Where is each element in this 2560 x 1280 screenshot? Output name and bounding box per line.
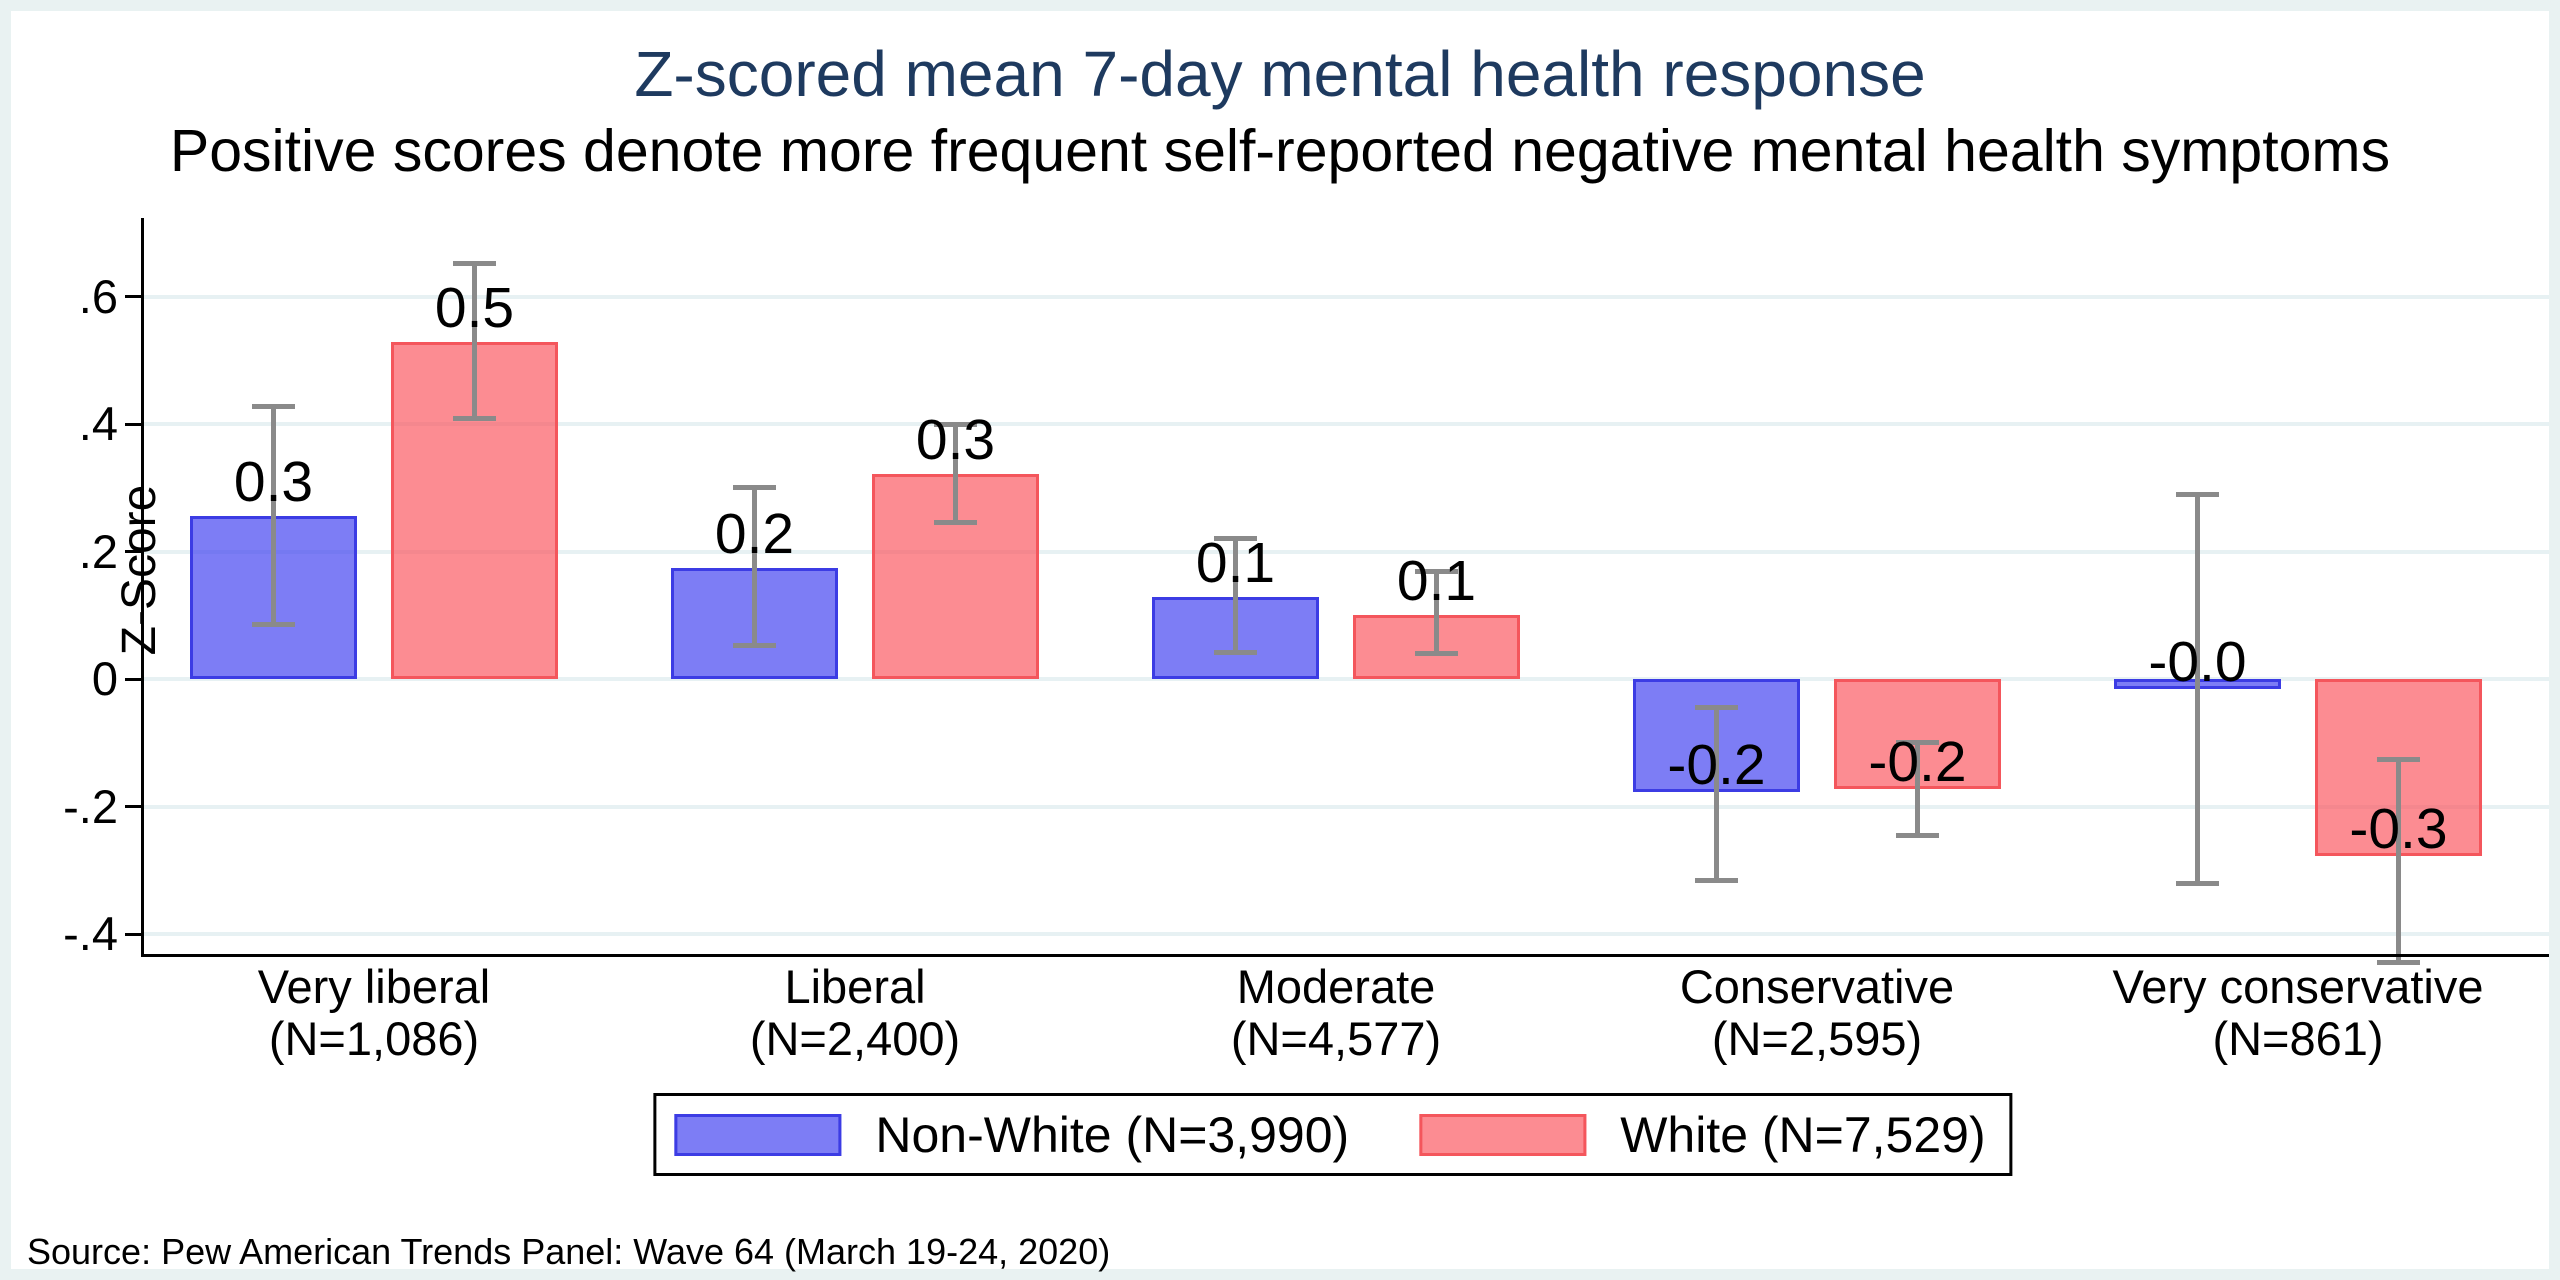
bar-value-label: 0.3 xyxy=(233,449,314,514)
x-category-n: (N=4,577) xyxy=(1230,1012,1442,1065)
error-bar-cap xyxy=(2377,960,2420,966)
x-category-name: Very conservative xyxy=(2112,960,2484,1013)
y-tick-mark xyxy=(125,677,141,681)
x-category-name: Moderate xyxy=(1236,960,1436,1013)
legend-swatch xyxy=(1419,1113,1587,1156)
error-bar-cap xyxy=(2377,756,2420,762)
y-tick-label: .4 xyxy=(78,397,118,450)
x-category-label: Very conservative (N=861) xyxy=(2058,961,2538,1065)
error-bar-cap xyxy=(934,421,977,427)
bar-value-label: 0.1 xyxy=(1396,549,1477,614)
error-bar-cap xyxy=(2176,880,2219,886)
error-bar xyxy=(1434,571,1439,654)
error-bar-cap xyxy=(733,642,776,648)
y-tick-label: 0 xyxy=(91,652,118,705)
bar-value-label: -0.2 xyxy=(1868,729,1967,794)
error-bar-cap xyxy=(1415,651,1458,656)
error-bar xyxy=(2195,494,2200,883)
y-axis-line xyxy=(141,218,144,957)
legend: Non-White (N=3,990) White (N=7,529) xyxy=(653,1093,2013,1176)
y-tick-label: -.2 xyxy=(63,779,118,833)
y-tick-mark xyxy=(125,932,141,936)
y-tick-label: -.4 xyxy=(63,907,118,960)
bar-value-label: 0.2 xyxy=(714,502,795,567)
legend-entry-white: White (N=7,529) xyxy=(1419,1106,1986,1164)
bar-value-label: -0.2 xyxy=(1667,733,1766,798)
error-bar-cap xyxy=(1214,650,1257,656)
error-bar xyxy=(2396,759,2401,963)
gridline xyxy=(144,932,2549,936)
x-category-n: (N=1,086) xyxy=(268,1012,480,1065)
error-bar-cap xyxy=(1896,833,1939,839)
legend-entry-nonwhite: Non-White (N=3,990) xyxy=(674,1106,1349,1164)
error-bar-cap xyxy=(252,403,295,409)
gridline xyxy=(144,677,2549,681)
bar-value-label: 0.1 xyxy=(1195,530,1276,595)
x-category-label: Conservative (N=2,595) xyxy=(1577,961,2057,1065)
error-bar-cap xyxy=(2176,491,2219,497)
bar-value-label: 0.3 xyxy=(915,407,996,472)
error-bar xyxy=(1233,538,1238,653)
legend-label: Non-White (N=3,990) xyxy=(875,1106,1350,1163)
error-bar-cap xyxy=(1214,535,1257,541)
error-bar xyxy=(271,406,276,625)
error-bar xyxy=(1915,742,1920,836)
chart-canvas: Z-scored mean 7-day mental health respon… xyxy=(11,11,2549,1272)
error-bar xyxy=(752,487,757,646)
x-axis-line xyxy=(141,954,2549,957)
x-category-label: Very liberal (N=1,086) xyxy=(134,961,614,1065)
legend-label: White (N=7,529) xyxy=(1620,1106,1986,1163)
gridline xyxy=(144,804,2549,809)
y-axis-title: Z-Score xyxy=(113,484,166,656)
source-note: Source: Pew American Trends Panel: Wave … xyxy=(27,1231,1111,1272)
error-bar-cap xyxy=(453,415,496,421)
chart-title: Z-scored mean 7-day mental health respon… xyxy=(634,38,1926,110)
y-tick-label: .2 xyxy=(78,524,118,578)
error-bar-cap xyxy=(1695,705,1738,711)
error-bar-cap xyxy=(1896,740,1939,746)
x-category-name: Liberal xyxy=(784,960,926,1013)
error-bar xyxy=(472,263,477,419)
gridline xyxy=(144,294,2549,299)
bar-value-label: -0.3 xyxy=(2349,797,2448,862)
plot-area: Z-Score .6 .4 .2 0 -.2 -.4 0.3 0.2 0.1 -0.2 -0.0 0.… xyxy=(63,218,2549,966)
y-tick-mark xyxy=(125,295,141,298)
bar-value-label: 0.5 xyxy=(434,275,515,340)
error-bar-cap xyxy=(934,520,977,526)
y-tick-mark xyxy=(125,422,141,426)
chart-subtitle: Positive scores denote more frequent sel… xyxy=(169,118,2391,184)
x-category-n: (N=861) xyxy=(2212,1012,2384,1065)
error-bar-cap xyxy=(252,621,295,627)
error-bar-cap xyxy=(1695,877,1738,883)
y-tick-label: .6 xyxy=(78,269,118,323)
error-bar-cap xyxy=(1415,569,1458,575)
y-tick-mark xyxy=(125,550,141,553)
bar-value-label: -0.0 xyxy=(2148,629,2247,694)
error-bar xyxy=(1714,707,1719,881)
x-category-name: Very liberal xyxy=(257,960,491,1013)
error-bar-cap xyxy=(453,261,496,267)
gridline xyxy=(144,549,2549,554)
legend-swatch xyxy=(674,1113,842,1156)
x-category-n: (N=2,400) xyxy=(749,1012,961,1065)
x-category-label: Moderate (N=4,577) xyxy=(1096,961,1576,1065)
x-category-label: Liberal (N=2,400) xyxy=(615,961,1095,1065)
y-tick-mark xyxy=(125,805,141,808)
gridline xyxy=(144,422,2549,426)
error-bar-cap xyxy=(733,485,776,491)
x-category-n: (N=2,595) xyxy=(1711,1012,1923,1065)
error-bar xyxy=(953,424,958,523)
x-category-name: Conservative xyxy=(1679,960,1955,1013)
